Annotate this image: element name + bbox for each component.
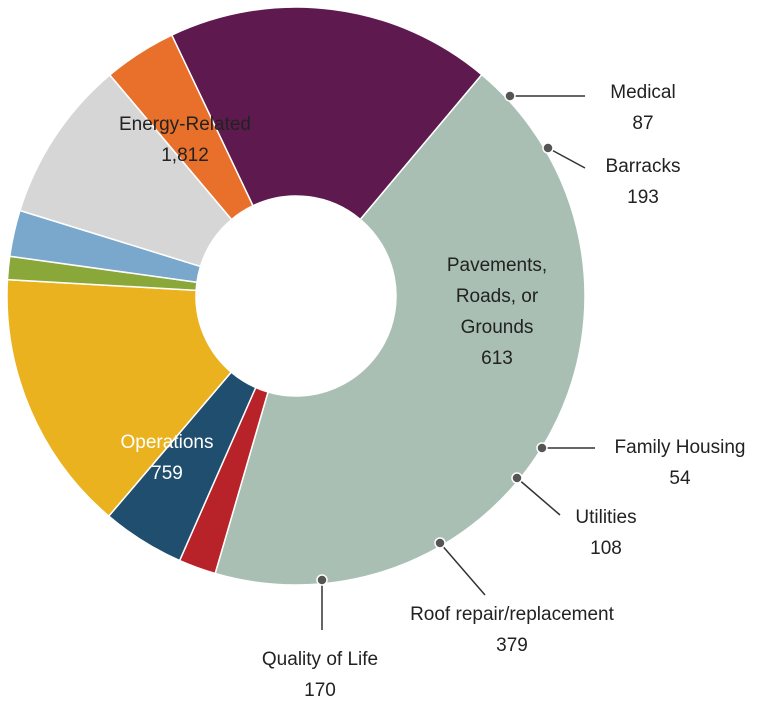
value-label: 613 <box>432 343 562 374</box>
leader-dot <box>512 473 522 483</box>
category-label: Medical <box>583 77 703 108</box>
value-label: 379 <box>377 630 647 661</box>
leader-dot <box>435 538 445 548</box>
value-label: 1,812 <box>85 140 285 171</box>
leader-dot <box>543 143 553 153</box>
category-label: Family Housing <box>595 432 759 463</box>
category-label: Utilities <box>546 502 666 533</box>
category-label: Quality of Life <box>240 644 400 675</box>
leader-dot <box>505 91 515 101</box>
category-label: Barracks <box>583 151 703 182</box>
category-label: Pavements, Roads, or Grounds <box>432 250 562 343</box>
leader-dot <box>317 575 327 585</box>
value-label: 759 <box>87 458 247 489</box>
value-label: 108 <box>546 533 666 564</box>
value-label: 54 <box>595 463 759 494</box>
value-label: 87 <box>583 108 703 139</box>
category-label: Roof repair/replacement <box>377 599 647 630</box>
chart: Energy-Related1,812 Medical87 Barracks193 P… <box>0 0 759 705</box>
value-label: 170 <box>240 675 400 705</box>
value-label: 193 <box>583 182 703 213</box>
leader-dot <box>537 443 547 453</box>
leader-line <box>440 543 485 595</box>
category-label: Energy-Related <box>85 109 285 140</box>
category-label: Operations <box>87 427 247 458</box>
